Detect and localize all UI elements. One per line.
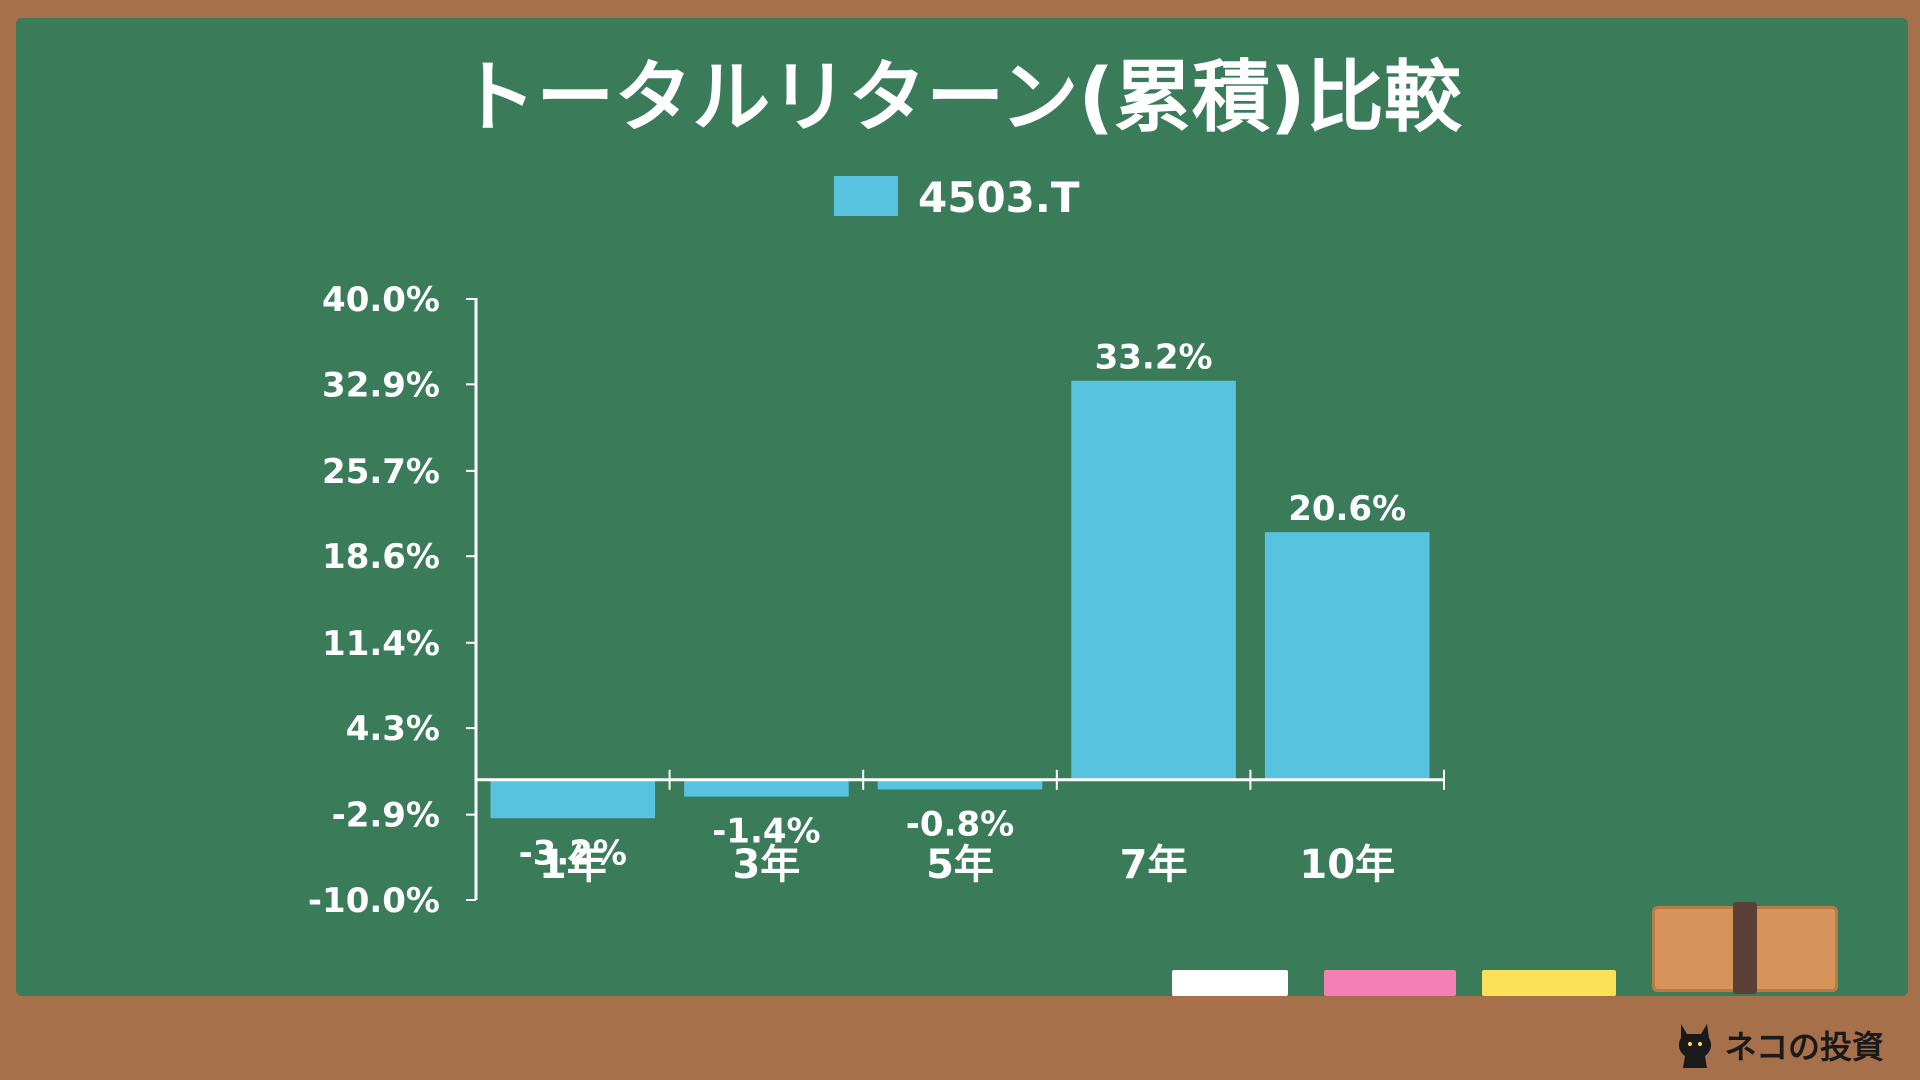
data-label: 20.6%: [1288, 489, 1406, 529]
y-tick-label: 32.9%: [322, 365, 440, 405]
white-chalk: [1172, 970, 1288, 996]
y-tick-label: 25.7%: [322, 452, 440, 492]
x-tick-label: 10年: [1299, 842, 1395, 888]
x-tick-label: 3年: [732, 842, 800, 888]
y-tick-label: -10.0%: [308, 881, 440, 921]
labels: 1年-3.2% 3年-1.4% 5年-0.8% 7年 33.2% 10年 20.6%: [519, 338, 1407, 888]
bar-1: [490, 779, 656, 819]
bar-5: [1264, 532, 1430, 780]
chart-title: トータルリターン(累積)比較: [458, 53, 1462, 143]
chalk-tray: [0, 996, 1920, 1080]
bars: [490, 380, 1430, 819]
legend-swatch: [834, 176, 898, 216]
x-tick-label: 5年: [926, 842, 994, 888]
legend-label: 4503.T: [918, 173, 1080, 222]
eraser-band: [1733, 902, 1757, 994]
data-label: -1.4%: [712, 812, 820, 852]
x-tick-label: 7年: [1120, 842, 1188, 888]
bar-4: [1071, 380, 1236, 780]
y-tick-label: 40.0%: [322, 280, 440, 320]
x-tick-label: 1年: [539, 842, 607, 888]
brand-logo: ネコの投資: [1673, 1020, 1884, 1070]
y-tick-label: -2.9%: [332, 796, 440, 836]
bar-3: [877, 779, 1043, 790]
y-axis: -10.0% -2.9% 4.3% 11.4% 18.6% 25.7% 32.9% 40.0%: [308, 280, 476, 921]
data-label: -3.2%: [519, 833, 627, 873]
y-tick-label: 4.3%: [346, 709, 440, 749]
yellow-chalk: [1482, 970, 1616, 996]
data-label: -0.8%: [906, 804, 1014, 844]
cat-icon: [1678, 1024, 1711, 1068]
chalkboard: [16, 18, 1908, 996]
brand-text: ネコの投資: [1724, 1028, 1884, 1066]
y-tick-label: 11.4%: [322, 624, 440, 664]
data-label: 33.2%: [1095, 338, 1213, 378]
bar-2: [684, 779, 849, 797]
axes: [474, 298, 1445, 900]
pink-chalk: [1324, 970, 1456, 996]
y-tick-label: 18.6%: [322, 537, 440, 577]
